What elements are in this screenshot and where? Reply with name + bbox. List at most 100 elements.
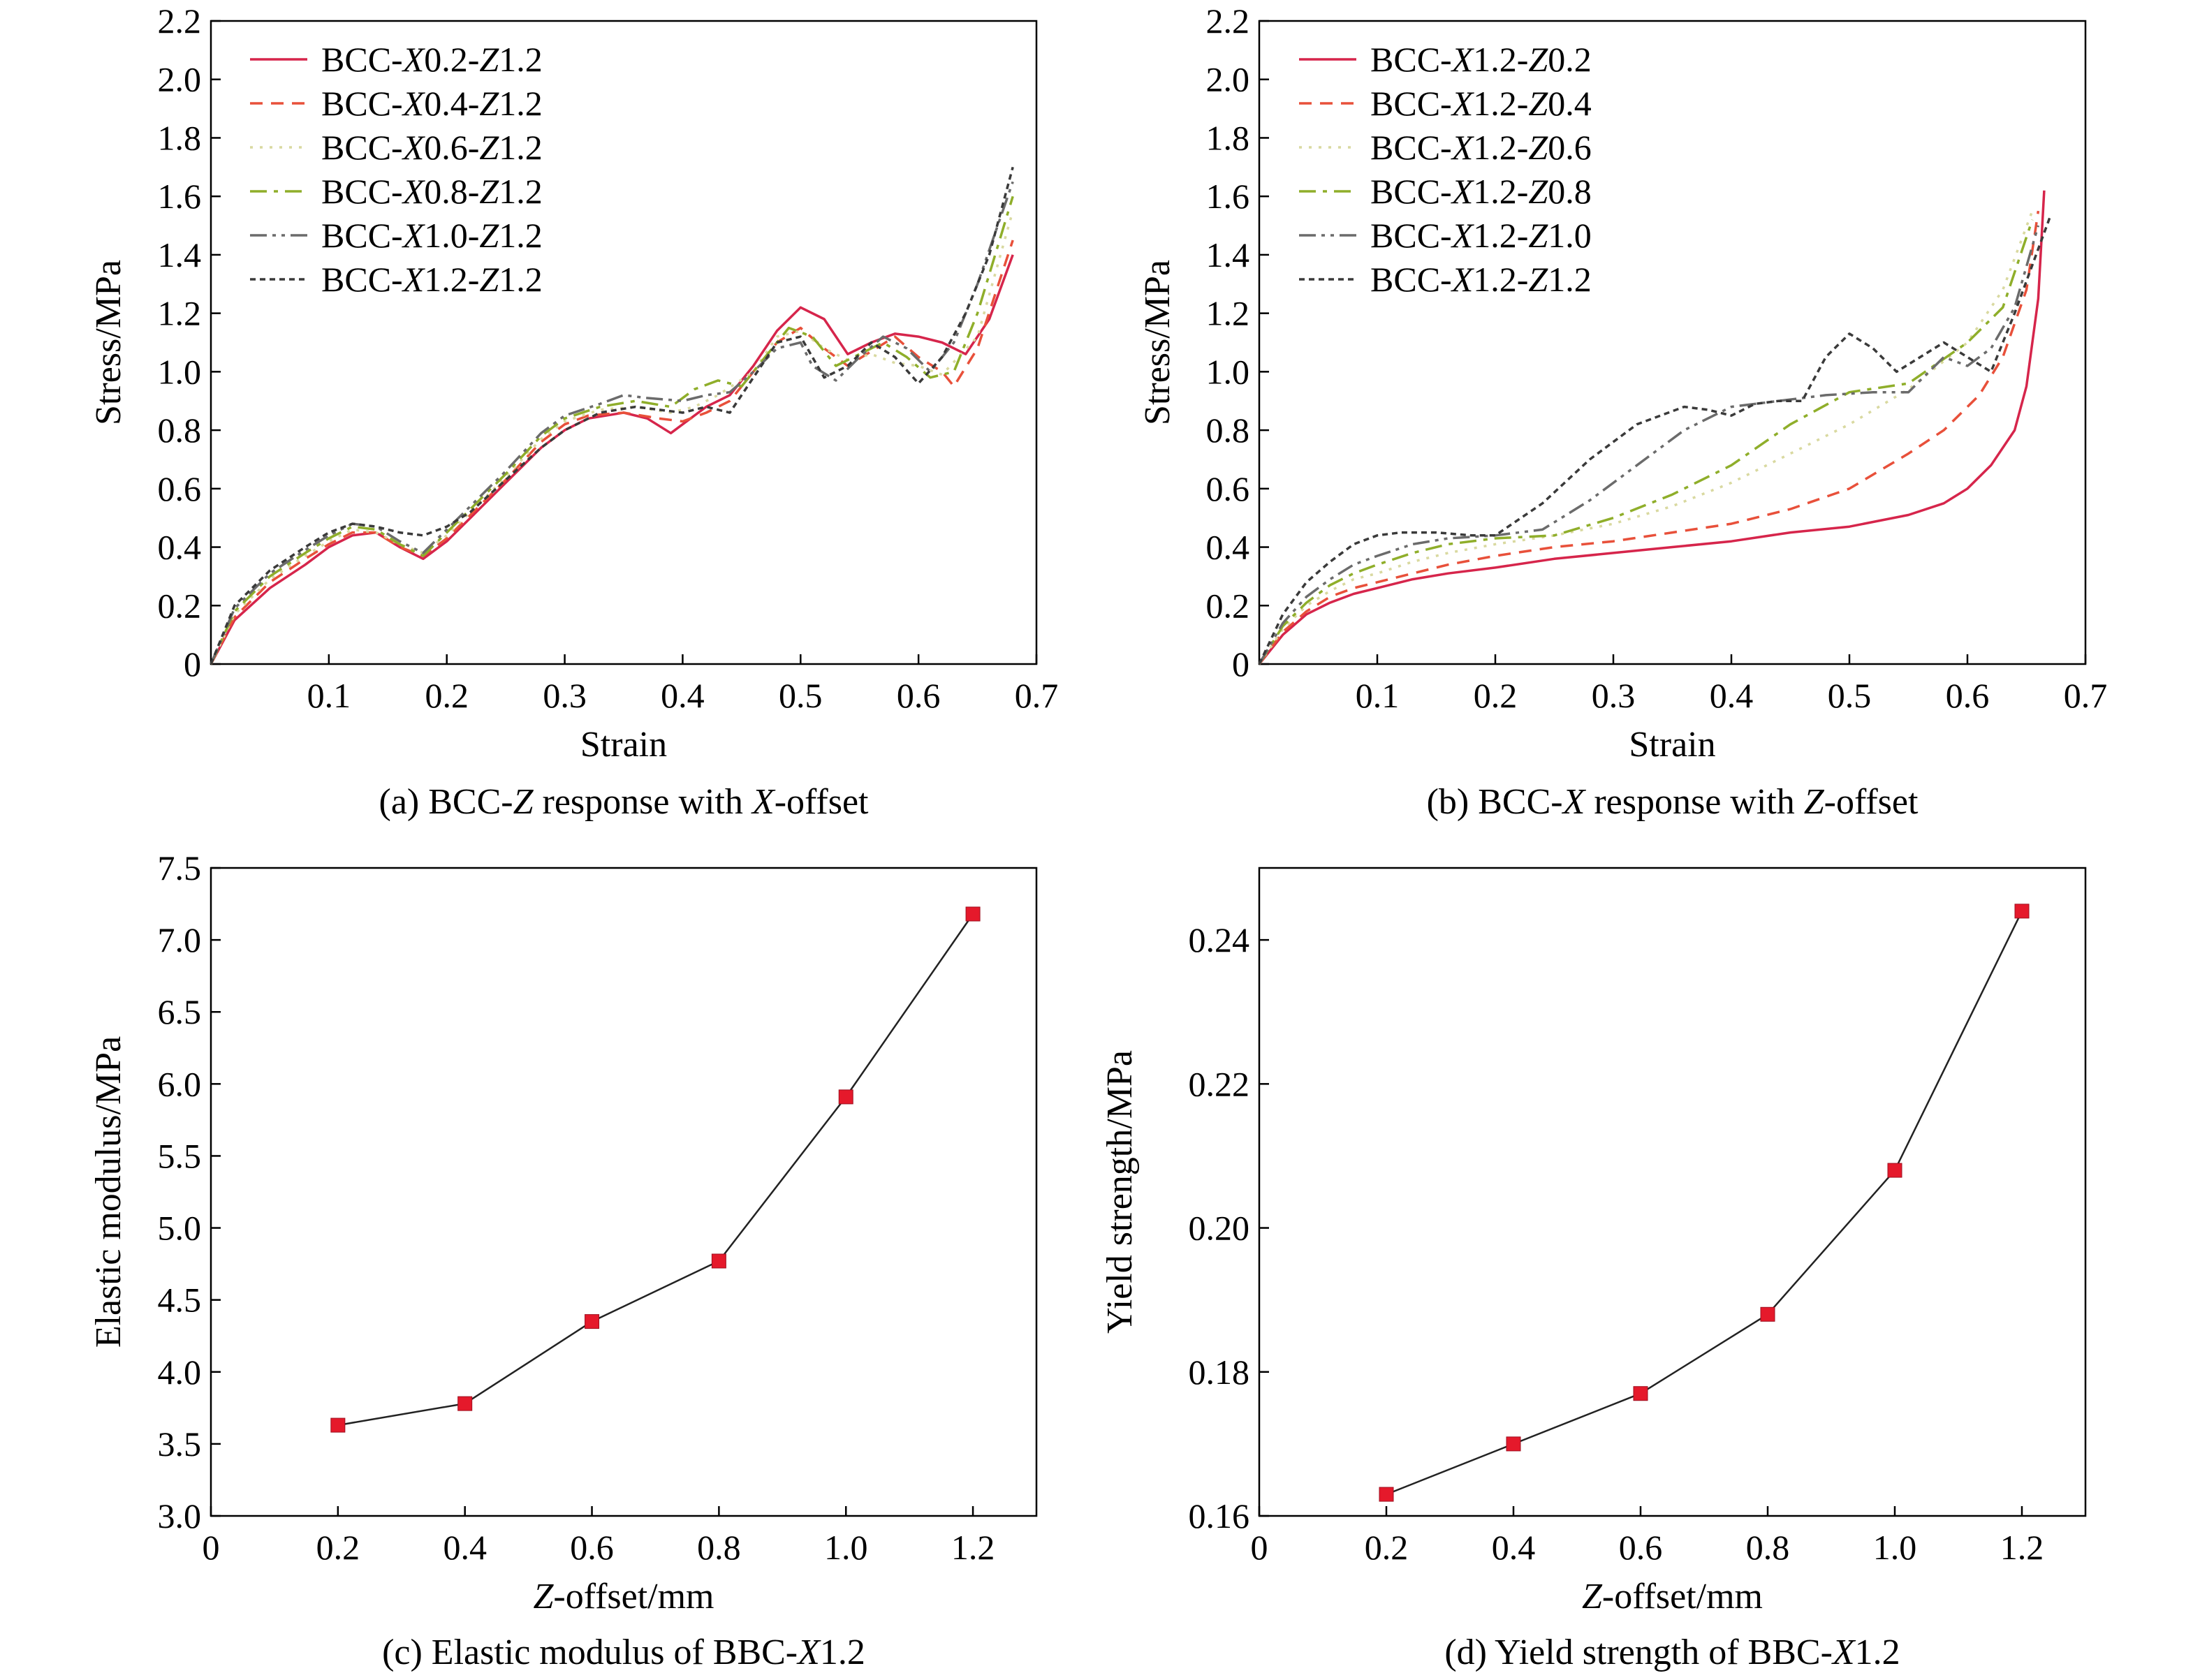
text-part: X [402, 84, 426, 123]
text-part: -offset/mm [553, 1577, 714, 1616]
text-part: 1.2 [499, 40, 543, 79]
text-part: response with [1585, 782, 1803, 822]
data-point-marker [1633, 1386, 1648, 1401]
x-tick-label: 0.2 [1474, 676, 1518, 715]
y-tick-label: 0.4 [1206, 528, 1250, 567]
text-part: BCC- [1370, 40, 1452, 79]
text-part: 0.4 [1548, 84, 1592, 123]
text-part: X [1451, 128, 1475, 167]
text-part: 1.2 [499, 260, 543, 299]
text-part: BCC- [1370, 128, 1452, 167]
text-part: -offset/mm [1602, 1577, 1763, 1616]
legend-label: BCC-X0.6-Z1.2 [321, 128, 543, 167]
text-part: 0.4- [424, 84, 479, 123]
x-tick-label: 0.7 [1015, 676, 1059, 715]
legend-label: BCC-X1.2-Z0.8 [1370, 172, 1592, 211]
text-part: BCC- [1370, 260, 1452, 299]
text-part: X [402, 172, 426, 211]
text-part: X [402, 40, 426, 79]
plot-frame [1258, 867, 2087, 1517]
y-tick-label: 0.24 [1189, 920, 1250, 959]
text-part: 0.8- [424, 172, 479, 211]
text-part: BCC- [321, 40, 403, 79]
text-part: 1.2- [1473, 128, 1528, 167]
y-tick-label: 0.2 [1206, 586, 1250, 625]
text-part: Z [479, 40, 499, 79]
series-line-2 [210, 210, 1014, 665]
chart-d: 0.16 0.18 0.20 0.22 0.24 0 0.2 0.4 0.6 0.8 1.0 1.2 Z… [1100, 867, 2087, 1672]
text-part: X [1451, 84, 1475, 123]
text-part: 1.2 [499, 128, 543, 167]
x-tick-label: 0.2 [425, 676, 469, 715]
text-part: (d) Yield strength of BBC- [1444, 1633, 1833, 1672]
y-tick-label: 4.0 [158, 1353, 202, 1392]
text-part: BCC- [1370, 84, 1452, 123]
x-tick-label: 0.4 [1710, 676, 1754, 715]
x-tick-label: 0.4 [1492, 1528, 1536, 1567]
y-axis-label: Yield strength/MPa [1100, 1050, 1140, 1334]
series-line-1 [210, 240, 1014, 665]
series-line-0 [1258, 190, 2046, 665]
text-part: X [796, 1633, 821, 1672]
panel-caption: (d) Yield strength of BBC-X1.2 [1444, 1633, 1900, 1672]
y-tick-label: 1.2 [1206, 294, 1250, 333]
text-part: Strain [580, 725, 667, 765]
text-part: 0.6 [1548, 128, 1592, 167]
x-tick-label: 1.0 [824, 1528, 868, 1567]
y-tick-label: 0.18 [1189, 1353, 1250, 1392]
y-tick-label: 0.8 [158, 411, 202, 450]
plot-frame [210, 20, 1038, 665]
text-part: X [402, 128, 426, 167]
series-line-0 [210, 254, 1014, 665]
y-axis-label: Elastic modulus/MPa [89, 1036, 129, 1348]
text-part: X [1451, 216, 1475, 255]
x-tick-label: 0.5 [779, 676, 823, 715]
x-tick-label: 0.6 [1946, 676, 1990, 715]
y-tick-label: 1.4 [1206, 235, 1250, 274]
x-axis-label: Z-offset/mm [1582, 1577, 1763, 1616]
x-tick-label: 0.4 [661, 676, 705, 715]
series-line-0 [1386, 911, 2023, 1496]
legend-label: BCC-X1.2-Z1.0 [1370, 216, 1592, 255]
plot-frame [1258, 20, 2087, 665]
text-part: Z [1528, 40, 1548, 79]
text-part: Z [479, 128, 499, 167]
x-tick-label: 0.4 [443, 1528, 487, 1567]
text-part: 1.2- [1473, 84, 1528, 123]
text-part: Z [1528, 128, 1548, 167]
y-tick-label: 3.0 [158, 1496, 202, 1535]
y-tick-label: 1.6 [158, 177, 202, 216]
x-axis-label: Strain [1629, 725, 1715, 765]
y-tick-label: 2.2 [1206, 1, 1250, 40]
y-tick-label: 1.2 [158, 294, 202, 333]
y-tick-label: 0.20 [1189, 1209, 1250, 1248]
text-part: Stress/MPa [1138, 260, 1178, 425]
panel-caption: (a) BCC-Z response with X-offset [379, 782, 870, 822]
series-line-4 [1258, 225, 2040, 665]
text-part: X [1831, 1633, 1856, 1672]
text-part: -offset [775, 782, 869, 822]
text-part: Z [1528, 216, 1548, 255]
data-point-marker [838, 1089, 853, 1105]
text-part: 1.2 [820, 1633, 865, 1672]
x-tick-label: 0.2 [316, 1528, 360, 1567]
x-tick-label: 0.1 [307, 676, 351, 715]
y-tick-label: 1.0 [158, 352, 202, 391]
data-point-marker [1379, 1487, 1394, 1502]
text-part: Strain [1629, 725, 1715, 765]
y-tick-label: 5.0 [158, 1209, 202, 1248]
text-part: Elastic modulus/MPa [89, 1036, 129, 1348]
legend-label: BCC-X0.2-Z1.2 [321, 40, 543, 79]
plot-frame [210, 867, 1038, 1517]
y-tick-label: 1.6 [1206, 177, 1250, 216]
x-tick-label: 0 [1251, 1528, 1268, 1567]
text-part: Stress/MPa [89, 260, 129, 425]
text-part: 1.2 [1855, 1633, 1900, 1672]
text-part: Z [533, 1577, 554, 1616]
text-part: X [402, 216, 426, 255]
panel-caption: (b) BCC-X response with Z-offset [1427, 782, 1919, 822]
data-point-marker [1887, 1163, 1902, 1178]
text-part: X [1451, 40, 1475, 79]
chart-b: 0 0.2 0.4 0.6 0.8 1.0 1.2 1.4 1.6 1.8 2.0 2.2 0.1 0.2… [1138, 1, 2107, 822]
